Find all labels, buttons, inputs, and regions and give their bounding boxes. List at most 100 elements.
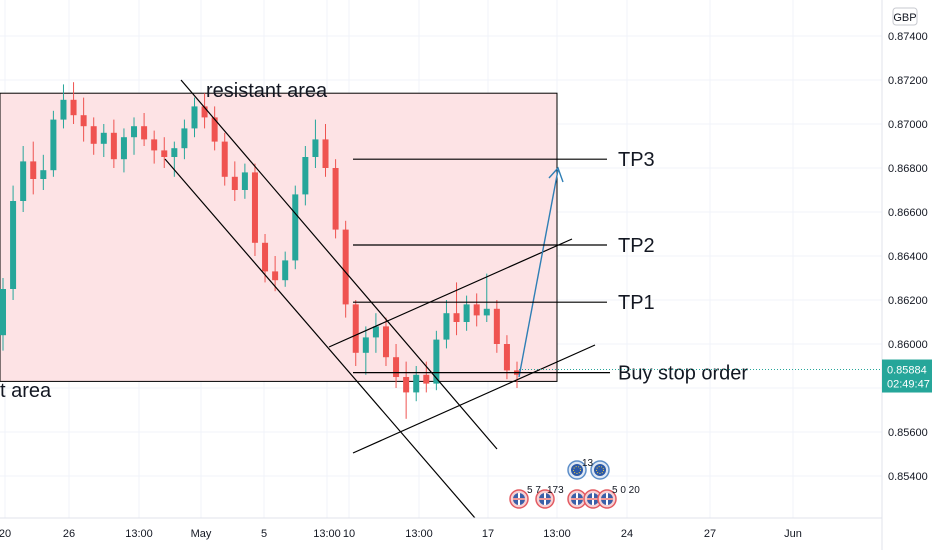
candle-body [443, 313, 450, 340]
level-label: TP3 [618, 149, 655, 171]
level-label: Buy stop order [618, 363, 748, 385]
candle-body [372, 326, 379, 338]
eu-flag-stars [573, 466, 581, 474]
candle-body [453, 313, 460, 322]
event-count-label: 13 [582, 458, 594, 469]
candle-body [171, 148, 178, 157]
currency-badge[interactable]: GBP [892, 7, 918, 26]
price-tick-label: 0.87200 [888, 75, 928, 87]
candle-body [151, 139, 158, 151]
candle-body [20, 161, 27, 201]
candle-body [60, 99, 67, 120]
candle-body [40, 170, 47, 179]
candle-body [302, 157, 309, 195]
price-tick-label: 0.86600 [888, 207, 928, 219]
support-area-label: t area [0, 380, 52, 402]
time-tick-label: Jun [784, 528, 802, 540]
countdown-timer: 02:49:47 [887, 379, 930, 391]
gb-flag-icon[interactable] [509, 489, 529, 509]
candle-body [221, 141, 228, 177]
candle-body [483, 308, 490, 316]
candle-body [433, 339, 440, 384]
time-tick-label: 20 [0, 528, 11, 540]
candle-body [393, 357, 400, 377]
time-tick-label: 27 [704, 528, 716, 540]
candle-body [413, 374, 420, 393]
current-price-badge: 0.85884 02:49:47 [519, 359, 932, 393]
gb-flag-icon[interactable] [535, 489, 555, 509]
eu-flag-icon[interactable] [590, 460, 610, 480]
candle-body [292, 194, 299, 261]
economic-events: 5 7 173 13 5 0 20 [509, 458, 640, 509]
candle-body [463, 304, 470, 322]
time-tick-label: 13:00 [405, 528, 433, 540]
candle-body [342, 229, 349, 305]
candle-body [352, 304, 359, 353]
time-tick-label: 13:00 [543, 528, 571, 540]
trend-channel-drawings [164, 79, 596, 519]
candle-body [191, 106, 198, 129]
candle-body [141, 126, 148, 140]
price-tick-label: 0.86400 [888, 251, 928, 263]
candle-body [403, 377, 410, 393]
candle-body [423, 374, 430, 384]
time-axis[interactable]: 20 26 13:00 May 5 13:00 10 13:00 17 13:00 24 27 Jun [0, 517, 882, 540]
candle-body [251, 172, 258, 243]
price-tick-label: 0.85400 [888, 471, 928, 483]
candle-body [50, 119, 57, 171]
candlestick-series [0, 82, 520, 419]
candle-body [382, 326, 389, 358]
gb-flag-icon[interactable] [583, 489, 603, 509]
eu-flag-center [594, 464, 606, 476]
eu-flag-stars [596, 466, 604, 474]
candle-body [80, 115, 87, 127]
price-tick-label: 0.85600 [888, 427, 928, 439]
candle-body [201, 106, 208, 118]
price-axis[interactable]: 0.87400 0.87200 0.87000 0.86800 0.86600 0.864… [881, 0, 928, 550]
level-label: TP1 [618, 292, 655, 314]
candle-body [503, 344, 510, 371]
channel-line-upper-down[interactable] [180, 79, 498, 450]
eu-flag-icon[interactable] [567, 460, 587, 480]
price-tick-label: 0.86200 [888, 295, 928, 307]
channel-line-lower-up[interactable] [352, 344, 596, 454]
channel-line-upper-up[interactable] [328, 238, 573, 348]
event-count-label: 5 7 [527, 485, 541, 496]
candle-body [161, 150, 168, 157]
candle-body [362, 337, 369, 353]
time-tick-label: May [191, 528, 212, 540]
candle-body [10, 201, 17, 289]
candle-body [272, 271, 279, 281]
candle-body [332, 168, 339, 230]
eu-flag-center [571, 464, 583, 476]
time-tick-label: 13:00 [313, 528, 341, 540]
candle-body [473, 304, 480, 316]
time-tick-label: 13:00 [125, 528, 153, 540]
target-levels: TP3 TP2 TP1 Buy stop order [353, 149, 748, 385]
channel-line-lower-down[interactable] [164, 158, 476, 519]
candle-body [231, 176, 238, 190]
event-count-label: 5 0 20 [612, 485, 640, 496]
time-tick-label: 17 [482, 528, 494, 540]
candle-body [312, 139, 319, 157]
candle-body [70, 99, 77, 116]
time-tick-label: 24 [621, 528, 633, 540]
candle-body [493, 308, 500, 344]
price-tick-label: 0.87400 [888, 31, 928, 43]
time-tick-label: 10 [343, 528, 355, 540]
candle-body [322, 139, 329, 168]
time-tick-label: 5 [261, 528, 267, 540]
candle-body [30, 161, 37, 179]
event-count-label: 173 [547, 485, 564, 496]
currency-label: GBP [893, 12, 916, 24]
target-arrow-line[interactable] [518, 169, 559, 378]
resistant-area-label: resistant area [206, 80, 328, 102]
candle-body [181, 128, 188, 149]
candle-body [131, 126, 138, 138]
current-price-value: 0.85884 [887, 365, 927, 377]
candle-body [241, 172, 248, 190]
candle-body [0, 289, 6, 336]
gb-flag-icon[interactable] [597, 489, 617, 509]
currency-badge-frame [892, 7, 918, 26]
